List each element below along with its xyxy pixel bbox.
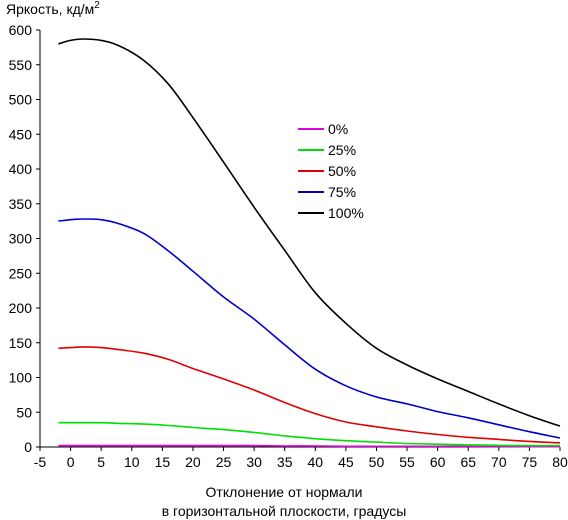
x-tick-label: 30 [246,454,262,470]
legend-label-50pct: 50% [328,163,356,179]
y-tick-label: 200 [9,300,33,316]
x-tick-label: 75 [522,454,538,470]
series-line-100pct [58,38,561,427]
x-tick-label: 60 [430,454,446,470]
y-axis-title-superscript: 2 [94,0,100,11]
series-line-50pct [58,346,561,444]
y-tick-label: 100 [9,370,33,386]
legend-label-25pct: 25% [328,142,356,158]
y-tick-labels: 0 50 100 150 200 250 300 350 400 450 500 550 600 [9,22,33,455]
legend-label-0pct: 0% [328,121,348,137]
legend: 0% 25% 50% 75% 100% [298,121,364,221]
series-lines [58,38,561,448]
series-line-75pct [58,218,561,439]
plot-area [40,30,560,447]
x-tick-label: 55 [399,454,415,470]
y-tick-label: 500 [9,92,33,108]
legend-label-75pct: 75% [328,184,356,200]
y-tick-label: 50 [16,404,32,420]
y-tick-label: 600 [9,22,33,38]
x-tick-label: 50 [369,454,385,470]
y-tick-label: 0 [24,439,32,455]
x-tick-labels: -5 0 5 10 15 20 25 30 35 40 45 50 55 60 65 70 75 80 [34,454,568,470]
x-tick-label: 35 [277,454,293,470]
x-tick-label: 15 [155,454,171,470]
y-tick-label: 450 [9,126,33,142]
x-tick-label: 80 [552,454,568,470]
y-tick-label: 350 [9,196,33,212]
x-tick-label: 40 [308,454,324,470]
y-tick-label: 250 [9,265,33,281]
series-line-0pct [58,444,560,448]
x-tick-label: 45 [338,454,354,470]
x-axis-title-line1: Отклонение от нормали [206,484,363,500]
y-tick-label: 550 [9,57,33,73]
y-tick-label: 400 [9,161,33,177]
plot-background [40,30,560,447]
y-axis-title: Яркость, кд/м2 [6,0,100,17]
x-tick-label: 70 [491,454,507,470]
x-tick-label: -5 [34,454,47,470]
legend-label-100pct: 100% [328,205,364,221]
series-line-25pct [58,421,561,447]
y-tick-label: 300 [9,231,33,247]
x-tick-label: 65 [460,454,476,470]
x-tick-label: 20 [185,454,201,470]
x-tick-label: 10 [124,454,140,470]
x-tick-label: 0 [67,454,75,470]
y-tick-label: 150 [9,335,33,351]
x-tick-label: 5 [97,454,105,470]
x-tick-label: 25 [216,454,232,470]
x-axis-title-line2: в горизонтальной плоскости, градусы [162,503,407,519]
